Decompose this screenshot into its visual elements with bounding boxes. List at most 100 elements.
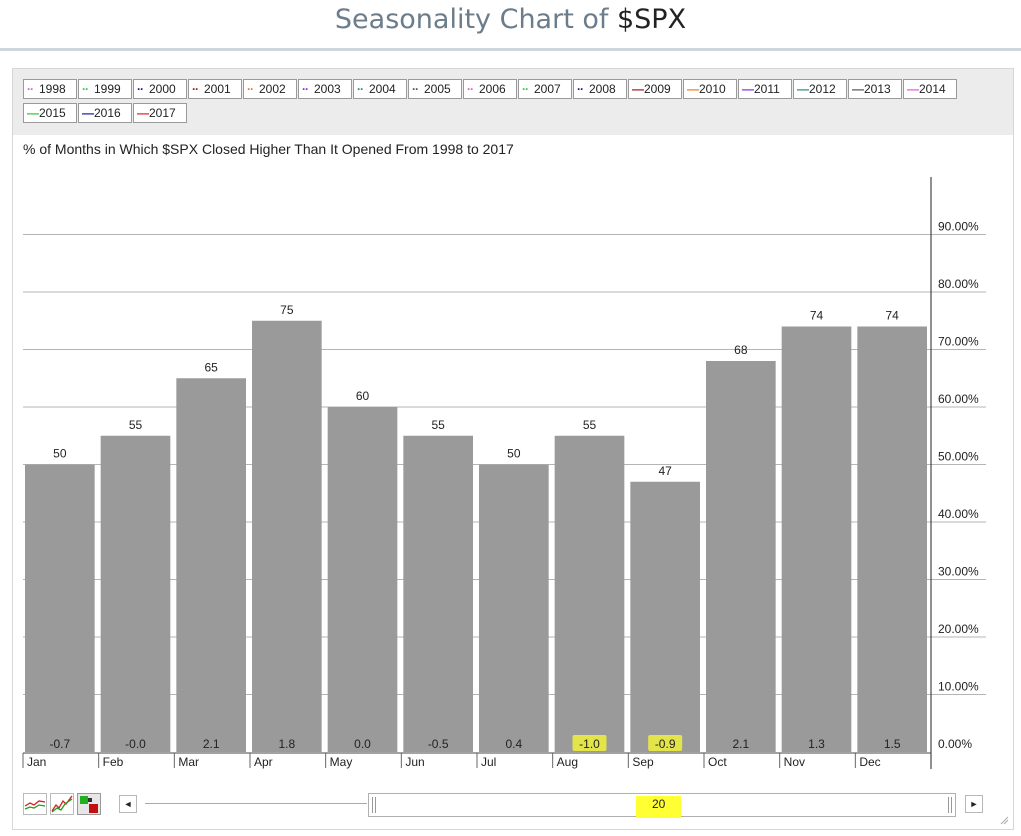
legend-swatch: — <box>797 82 809 96</box>
x-tick-label: Sep <box>632 755 654 769</box>
bar-Nov <box>781 326 852 752</box>
y-tick-label: 0.00% <box>938 737 972 751</box>
legend-label: 2011 <box>754 82 780 96</box>
bar-chart-mode-icon[interactable] <box>77 793 101 815</box>
legend-label: 2003 <box>314 82 341 96</box>
y-tick-label: 20.00% <box>938 622 979 636</box>
x-tick-label: Oct <box>708 755 727 769</box>
x-tick-label: Mar <box>178 755 199 769</box>
avg-return-label: 0.4 <box>505 737 522 751</box>
legend-label: 2009 <box>644 82 671 96</box>
legend-swatch: ·· <box>82 82 89 96</box>
legend-item-2003[interactable]: ·· 2003 <box>298 79 352 99</box>
bar-value-label: 55 <box>431 418 445 432</box>
legend-item-2000[interactable]: ·· 2000 <box>133 79 187 99</box>
bar-value-label: 68 <box>734 343 748 357</box>
legend-item-2004[interactable]: ·· 2004 <box>353 79 407 99</box>
legend-item-2016[interactable]: —2016 <box>78 103 132 123</box>
resize-grip-icon[interactable] <box>999 815 1009 825</box>
avg-return-label: 1.5 <box>884 737 901 751</box>
legend-item-2002[interactable]: ·· 2002 <box>243 79 297 99</box>
legend-label: 2002 <box>259 82 286 96</box>
legend-swatch: — <box>27 106 39 120</box>
avg-return-label: 2.1 <box>203 737 220 751</box>
legend-swatch: — <box>907 82 919 96</box>
slider-grip-right[interactable] <box>948 797 952 813</box>
legend-label: 2004 <box>369 82 396 96</box>
page-title: Seasonality Chart of $SPX <box>0 0 1021 44</box>
bar-value-label: 75 <box>280 303 294 317</box>
legend-item-2007[interactable]: ·· 2007 <box>518 79 572 99</box>
bar-Jul <box>479 464 549 752</box>
legend-item-2012[interactable]: —2012 <box>793 79 847 99</box>
legend-swatch: ·· <box>357 82 364 96</box>
x-tick-label: Apr <box>254 755 273 769</box>
slider-grip-left[interactable] <box>372 797 376 813</box>
x-tick-label: Jun <box>405 755 424 769</box>
line-chart-icon[interactable] <box>23 793 47 815</box>
x-tick-label: Jul <box>481 755 496 769</box>
legend-label: 2006 <box>479 82 506 96</box>
legend-label: 2014 <box>919 82 946 96</box>
legend-label: 2015 <box>39 106 66 120</box>
legend-item-2008[interactable]: ·· 2008 <box>573 79 627 99</box>
legend-item-2001[interactable]: ·· 2001 <box>188 79 242 99</box>
legend-swatch: ·· <box>577 82 584 96</box>
avg-return-label: 2.1 <box>732 737 749 751</box>
bar-Feb <box>100 435 171 752</box>
legend-item-2014[interactable]: —2014 <box>903 79 957 99</box>
legend-item-2006[interactable]: ·· 2006 <box>463 79 517 99</box>
y-tick-label: 60.00% <box>938 392 979 406</box>
legend-item-2005[interactable]: ·· 2005 <box>408 79 462 99</box>
legend-label: 2000 <box>149 82 176 96</box>
legend-item-2013[interactable]: —2013 <box>848 79 902 99</box>
performance-chart-icon[interactable] <box>50 793 74 815</box>
avg-return-label: -0.7 <box>49 737 70 751</box>
y-tick-label: 80.00% <box>938 277 979 291</box>
page-title-prefix: Seasonality Chart of <box>334 4 617 35</box>
legend-swatch: — <box>742 82 754 96</box>
highlight-marker <box>648 735 683 751</box>
legend-swatch: ·· <box>192 82 199 96</box>
legend-swatch: — <box>687 82 699 96</box>
legend-swatch: — <box>852 82 864 96</box>
legend-label: 2012 <box>809 82 836 96</box>
bar-value-label: 60 <box>356 389 370 403</box>
legend-swatch: — <box>632 82 644 96</box>
bar-Jan <box>25 464 95 752</box>
title-divider <box>0 48 1021 51</box>
bar-value-label: 55 <box>583 418 597 432</box>
x-tick-label: Aug <box>557 755 578 769</box>
legend-item-2015[interactable]: —2015 <box>23 103 77 123</box>
y-tick-label: 50.00% <box>938 450 979 464</box>
bar-value-label: 50 <box>507 447 521 461</box>
bar-value-label: 74 <box>885 309 899 323</box>
y-tick-label: 90.00% <box>938 220 979 234</box>
bar-Dec <box>857 326 927 752</box>
scroll-track[interactable] <box>145 803 367 804</box>
x-tick-label: Nov <box>784 755 805 769</box>
bar-value-label: 55 <box>129 418 143 432</box>
chart-controls: ◄ 20 ► <box>13 781 1013 829</box>
bar-Oct <box>706 361 776 752</box>
legend-item-2017[interactable]: —2017 <box>133 103 187 123</box>
legend-item-2010[interactable]: —2010 <box>683 79 737 99</box>
scroll-right-button[interactable]: ► <box>965 795 983 813</box>
bar-chart: 0.00% 10.00% 20.00% 30.00% 40.00% 50.00% 60.00… <box>22 177 986 769</box>
legend-label: 2010 <box>699 82 726 96</box>
bar-May <box>327 407 398 752</box>
legend-swatch: — <box>137 106 149 120</box>
bar-Mar <box>176 378 246 752</box>
legend-item-2009[interactable]: —2009 <box>628 79 682 99</box>
x-tick-label: Dec <box>859 755 880 769</box>
legend-swatch: ·· <box>27 82 34 96</box>
legend-swatch: ·· <box>247 82 254 96</box>
legend-item-2011[interactable]: —2011 <box>738 79 792 99</box>
scroll-left-button[interactable]: ◄ <box>119 795 137 813</box>
bar-value-label: 74 <box>810 309 824 323</box>
year-legend: ·· 1998 ·· 1999 ·· 2000 ·· 2001 ·· 2002 ·· 2003 ·· 20… <box>13 69 1013 135</box>
legend-swatch: ·· <box>302 82 309 96</box>
legend-item-1999[interactable]: ·· 1999 <box>78 79 132 99</box>
legend-item-1998[interactable]: ·· 1998 <box>23 79 77 99</box>
avg-return-label: 1.8 <box>278 737 295 751</box>
